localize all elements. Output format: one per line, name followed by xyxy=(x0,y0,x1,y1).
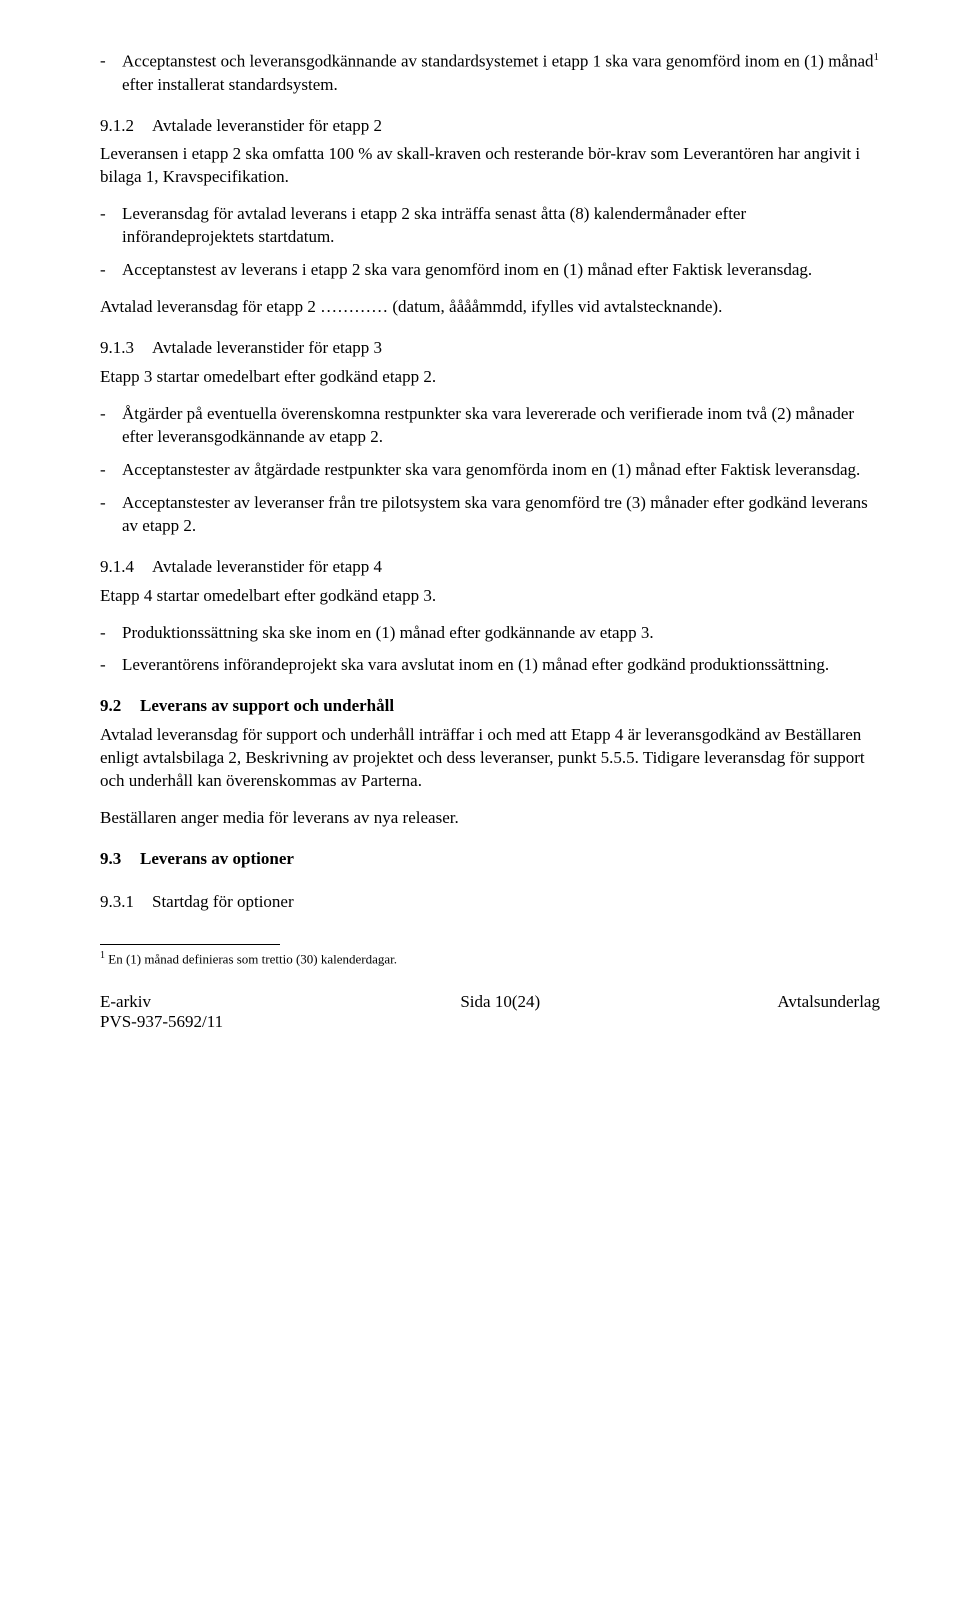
heading-number: 9.1.3 xyxy=(100,337,152,360)
list-item: - Åtgärder på eventuella överenskomna re… xyxy=(100,403,880,449)
footnote-ref: 1 xyxy=(874,51,880,63)
list-item-body: Leverantörens införandeprojekt ska vara … xyxy=(122,654,880,677)
list-item: - Produktionssättning ska ske inom en (1… xyxy=(100,622,880,645)
list-item-body: Produktionssättning ska ske inom en (1) … xyxy=(122,622,880,645)
heading-title: Leverans av optioner xyxy=(140,849,294,868)
heading-title: Avtalade leveranstider för etapp 3 xyxy=(152,338,382,357)
heading-number: 9.2 xyxy=(100,695,140,718)
list-item: - Acceptanstester av leveranser från tre… xyxy=(100,492,880,538)
dash-bullet: - xyxy=(100,203,122,249)
heading-number: 9.3 xyxy=(100,848,140,871)
list-item: - Acceptanstest och leveransgodkännande … xyxy=(100,50,880,97)
list-item: - Acceptanstest av leverans i etapp 2 sk… xyxy=(100,259,880,282)
footer-center: Sida 10(24) xyxy=(460,992,540,1032)
text: efter installerat standardsystem. xyxy=(122,75,338,94)
paragraph: Etapp 3 startar omedelbart efter godkänd… xyxy=(100,366,880,389)
document-page: - Acceptanstest och leveransgodkännande … xyxy=(0,0,960,1072)
heading-9-1-4: 9.1.4Avtalade leveranstider för etapp 4 xyxy=(100,556,880,579)
heading-title: Avtalade leveranstider för etapp 2 xyxy=(152,116,382,135)
list-item-body: Acceptanstester av åtgärdade restpunkter… xyxy=(122,459,880,482)
dash-bullet: - xyxy=(100,403,122,449)
list-9-1-2: - Leveransdag för avtalad leverans i eta… xyxy=(100,203,880,282)
list-item-body: Acceptanstest och leveransgodkännande av… xyxy=(122,50,880,97)
heading-9-1-2: 9.1.2Avtalade leveranstider för etapp 2 xyxy=(100,115,880,138)
paragraph: Avtalad leveransdag för etapp 2 ………… (da… xyxy=(100,296,880,319)
paragraph: Beställaren anger media för leverans av … xyxy=(100,807,880,830)
heading-title: Avtalade leveranstider för etapp 4 xyxy=(152,557,382,576)
list-item: - Acceptanstester av åtgärdade restpunkt… xyxy=(100,459,880,482)
dash-bullet: - xyxy=(100,654,122,677)
heading-9-2: 9.2Leverans av support och underhåll xyxy=(100,695,880,718)
paragraph: Leveransen i etapp 2 ska omfatta 100 % a… xyxy=(100,143,880,189)
list-9-1-4: - Produktionssättning ska ske inom en (1… xyxy=(100,622,880,678)
heading-number: 9.3.1 xyxy=(100,891,152,914)
heading-9-3-1: 9.3.1Startdag för optioner xyxy=(100,891,880,914)
top-list: - Acceptanstest och leveransgodkännande … xyxy=(100,50,880,97)
paragraph: Avtalad leveransdag för support och unde… xyxy=(100,724,880,793)
heading-number: 9.1.4 xyxy=(100,556,152,579)
heading-title: Startdag för optioner xyxy=(152,892,294,911)
dash-bullet: - xyxy=(100,259,122,282)
heading-9-3: 9.3Leverans av optioner xyxy=(100,848,880,871)
footer-left-line1: E-arkiv xyxy=(100,992,223,1012)
dash-bullet: - xyxy=(100,459,122,482)
page-footer: E-arkiv PVS-937-5692/11 Sida 10(24) Avta… xyxy=(100,992,880,1032)
footer-left: E-arkiv PVS-937-5692/11 xyxy=(100,992,223,1032)
footer-left-line2: PVS-937-5692/11 xyxy=(100,1012,223,1032)
heading-title: Leverans av support och underhåll xyxy=(140,696,394,715)
dash-bullet: - xyxy=(100,622,122,645)
list-item: - Leverantörens införandeprojekt ska var… xyxy=(100,654,880,677)
heading-number: 9.1.2 xyxy=(100,115,152,138)
footnote-text: En (1) månad definieras som trettio (30)… xyxy=(105,951,397,966)
text: Acceptanstest och leveransgodkännande av… xyxy=(122,52,874,71)
footnote-separator xyxy=(100,944,280,945)
footer-right: Avtalsunderlag xyxy=(777,992,880,1032)
list-item-body: Leveransdag för avtalad leverans i etapp… xyxy=(122,203,880,249)
list-item-body: Acceptanstest av leverans i etapp 2 ska … xyxy=(122,259,880,282)
list-item-body: Acceptanstester av leveranser från tre p… xyxy=(122,492,880,538)
heading-9-1-3: 9.1.3Avtalade leveranstider för etapp 3 xyxy=(100,337,880,360)
footnote: 1 En (1) månad definieras som trettio (3… xyxy=(100,949,880,968)
list-item: - Leveransdag för avtalad leverans i eta… xyxy=(100,203,880,249)
dash-bullet: - xyxy=(100,492,122,538)
dash-bullet: - xyxy=(100,50,122,97)
paragraph: Etapp 4 startar omedelbart efter godkänd… xyxy=(100,585,880,608)
list-9-1-3: - Åtgärder på eventuella överenskomna re… xyxy=(100,403,880,538)
list-item-body: Åtgärder på eventuella överenskomna rest… xyxy=(122,403,880,449)
